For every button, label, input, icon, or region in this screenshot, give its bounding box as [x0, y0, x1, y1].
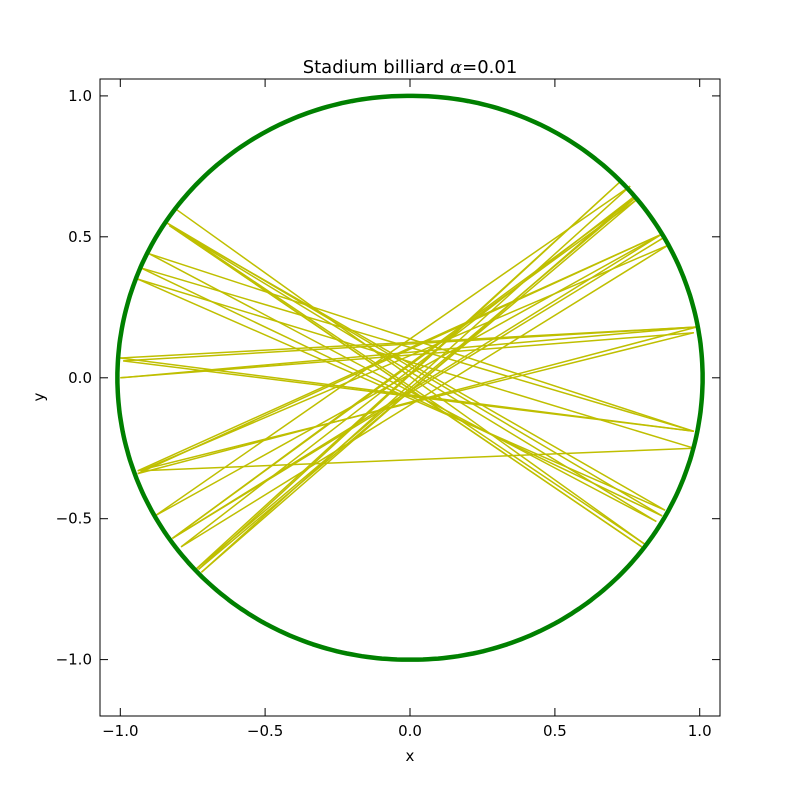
y-tick-label: 0.0: [68, 369, 92, 387]
trajectory-segment: [200, 185, 631, 573]
trajectory-segment: [171, 199, 637, 540]
trajectory-segment: [140, 447, 694, 472]
x-tick-label: −1.0: [102, 722, 138, 740]
trajectory-segment: [197, 179, 623, 570]
y-tick-label: −0.5: [56, 510, 92, 528]
x-tick-label: 0.5: [543, 722, 567, 740]
y-tick-label: −1.0: [56, 651, 92, 669]
x-tick-label: 1.0: [688, 722, 712, 740]
y-tick-label: 0.5: [68, 228, 92, 246]
x-tick-label: 0.0: [398, 722, 422, 740]
trajectory-segment: [166, 222, 646, 545]
trajectory-segment: [140, 267, 695, 433]
trajectory-segment: [172, 236, 666, 540]
trajectory-segment: [137, 326, 697, 475]
y-axis-label: y: [30, 392, 48, 401]
trajectory-segment: [140, 244, 669, 472]
x-axis-label: x: [406, 747, 415, 765]
plot-area: −1.0 −0.5 0.0 0.5 1.0 1.0 0.5 0.0 −0.5 −1.0: [56, 78, 721, 740]
trajectory-segment: [154, 185, 631, 517]
x-tick-label: −0.5: [247, 722, 283, 740]
chart-title: Stadium billiard α=0.01: [303, 57, 518, 78]
trajectory-segment: [123, 326, 697, 362]
trajectory-segment: [148, 253, 657, 523]
trajectory-segment: [169, 224, 657, 523]
trajectory-segment: [180, 244, 669, 548]
trajectory-segment: [174, 208, 646, 545]
trajectory-segment: [120, 326, 697, 379]
trajectory-segment: [123, 360, 694, 433]
y-tick-label: 1.0: [68, 87, 92, 105]
trajectory-segment: [169, 224, 643, 548]
trajectory-segment: [137, 233, 663, 475]
stadium-boundary: [115, 93, 705, 662]
trajectory-segment: [198, 199, 637, 570]
trajectory-segment: [120, 331, 694, 379]
trajectory-segment: [195, 196, 637, 570]
